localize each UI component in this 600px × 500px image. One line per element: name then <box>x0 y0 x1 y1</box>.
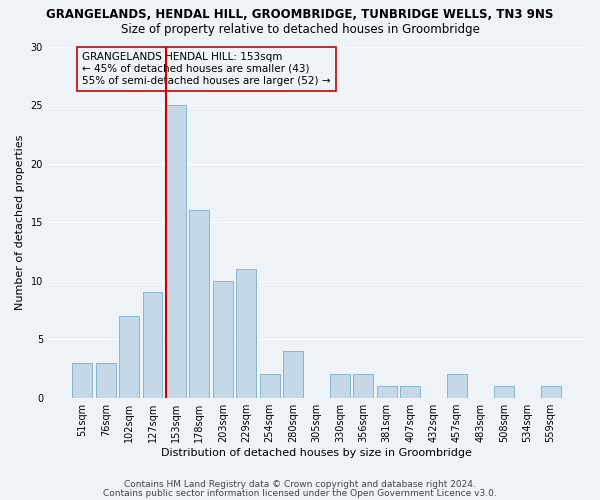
Bar <box>330 374 350 398</box>
Text: Contains HM Land Registry data © Crown copyright and database right 2024.: Contains HM Land Registry data © Crown c… <box>124 480 476 489</box>
Bar <box>447 374 467 398</box>
Bar <box>377 386 397 398</box>
Bar <box>283 351 303 398</box>
Bar <box>260 374 280 398</box>
Text: GRANGELANDS, HENDAL HILL, GROOMBRIDGE, TUNBRIDGE WELLS, TN3 9NS: GRANGELANDS, HENDAL HILL, GROOMBRIDGE, T… <box>46 8 554 20</box>
Bar <box>541 386 560 398</box>
Text: GRANGELANDS HENDAL HILL: 153sqm
← 45% of detached houses are smaller (43)
55% of: GRANGELANDS HENDAL HILL: 153sqm ← 45% of… <box>82 52 331 86</box>
Bar <box>400 386 420 398</box>
Bar <box>96 362 116 398</box>
Bar <box>143 292 163 398</box>
Bar <box>494 386 514 398</box>
Bar <box>166 105 186 398</box>
Text: Contains public sector information licensed under the Open Government Licence v3: Contains public sector information licen… <box>103 488 497 498</box>
Text: Size of property relative to detached houses in Groombridge: Size of property relative to detached ho… <box>121 22 479 36</box>
X-axis label: Distribution of detached houses by size in Groombridge: Distribution of detached houses by size … <box>161 448 472 458</box>
Bar <box>190 210 209 398</box>
Bar <box>119 316 139 398</box>
Y-axis label: Number of detached properties: Number of detached properties <box>15 134 25 310</box>
Bar <box>236 269 256 398</box>
Bar <box>213 280 233 398</box>
Bar <box>73 362 92 398</box>
Bar <box>353 374 373 398</box>
